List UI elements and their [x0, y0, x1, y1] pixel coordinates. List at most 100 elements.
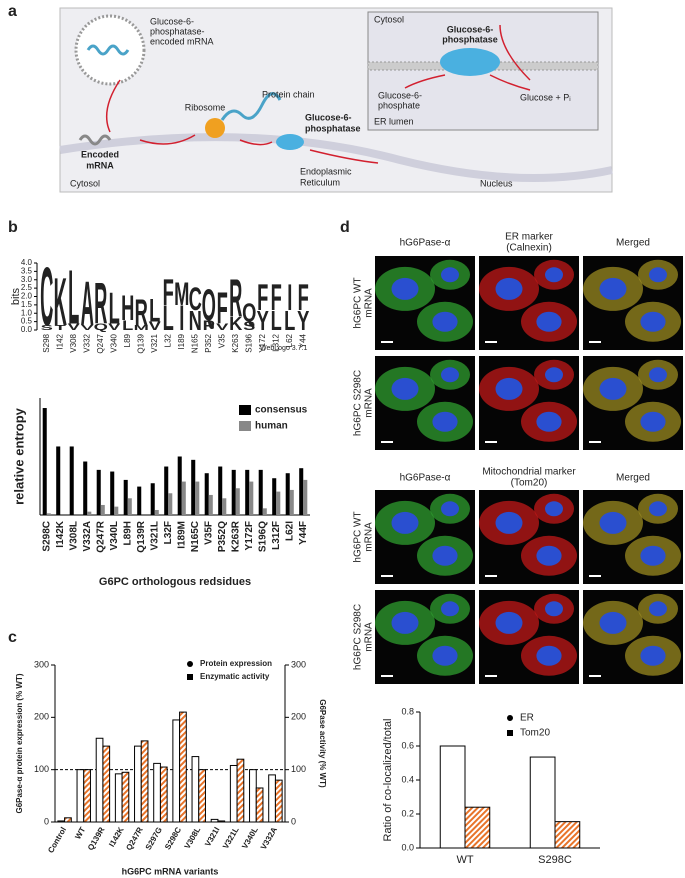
- x-tick-label: S297G: [144, 826, 164, 852]
- legend-marker: [187, 661, 193, 667]
- nucleus: [649, 367, 667, 383]
- y2-tick-label: 100: [291, 764, 306, 774]
- bar: [153, 762, 161, 823]
- x-tick-label: L32: [163, 333, 172, 347]
- logo-letter: F: [271, 277, 282, 319]
- nucleus: [432, 645, 458, 666]
- x-tick-label: V321L: [221, 825, 241, 850]
- nucleus: [545, 501, 563, 517]
- legend-marker: [239, 405, 251, 415]
- x-tick-label: S298C: [41, 521, 52, 552]
- bar: [439, 745, 466, 849]
- y-tick-label: 1.5: [21, 300, 33, 309]
- logo-letter: F: [217, 284, 228, 334]
- nucleus: [441, 501, 459, 517]
- x-tick-label: V321L: [149, 521, 160, 550]
- diagram-label: Reticulum: [300, 177, 340, 187]
- ribosome: [205, 118, 225, 138]
- nucleus: [495, 277, 523, 300]
- y-tick-label: 0.2: [401, 808, 414, 818]
- nucleus: [599, 377, 627, 400]
- logo-letter: L: [68, 253, 79, 340]
- logo-letter: L: [122, 318, 133, 333]
- bar: [140, 740, 149, 823]
- nucleus: [495, 377, 523, 400]
- nucleus: [599, 611, 627, 634]
- bar: [69, 446, 74, 515]
- column-header: hG6Pase-α: [400, 238, 451, 249]
- x-tick-label: L89H: [122, 521, 133, 545]
- legend-marker: [507, 730, 513, 736]
- x-tick-label: I142: [55, 333, 64, 349]
- column-header: ER marker: [505, 232, 553, 243]
- bar: [154, 509, 159, 515]
- y-axis-label: bits: [10, 287, 22, 305]
- logo-letter: R: [229, 270, 242, 329]
- bar: [102, 745, 111, 823]
- bar: [57, 820, 66, 823]
- row-label: hG6PC S298C: [353, 604, 364, 670]
- panel-a: a Glucose-6- phosphatase- encoded mRNA E…: [8, 3, 613, 193]
- panel-label: d: [340, 219, 350, 236]
- diagram-label: Glucose-6-: [378, 90, 422, 100]
- nucleus: [441, 367, 459, 383]
- nucleus: [536, 545, 562, 566]
- bar: [159, 766, 168, 823]
- bar: [95, 737, 104, 823]
- y-tick-label: 0.0: [401, 842, 414, 852]
- legend-label: Enzymatic activity: [200, 672, 270, 681]
- bar: [249, 481, 254, 515]
- bar: [168, 493, 173, 515]
- x-tick-label: V332A: [82, 521, 93, 552]
- bar: [235, 488, 240, 515]
- bar: [76, 769, 85, 823]
- bar: [177, 456, 182, 515]
- bar: [285, 473, 290, 515]
- bar: [303, 479, 308, 515]
- panel-label: a: [8, 3, 17, 20]
- protein-chain: [220, 92, 282, 121]
- diagram-label: phosphate: [378, 100, 420, 110]
- bar: [198, 769, 206, 823]
- nucleus: [545, 267, 563, 283]
- logo-letter: L: [149, 292, 160, 329]
- logo-letter: V: [149, 320, 162, 333]
- x-tick-label: Y44F: [298, 521, 309, 545]
- y-tick-label: 0: [44, 816, 49, 826]
- bar: [529, 756, 556, 849]
- bar: [258, 469, 263, 515]
- x-tick-label: V35: [217, 333, 226, 348]
- x-tick-label: V308L: [183, 825, 203, 850]
- logo-letter: M: [174, 275, 189, 312]
- logo-letter: N: [189, 306, 202, 337]
- nucleus: [599, 277, 627, 300]
- x-tick-label: N165: [190, 333, 199, 353]
- diagram-label: ER lumen: [374, 116, 414, 126]
- bar: [127, 498, 132, 515]
- x-tick-label: V308: [69, 333, 78, 352]
- diagram-label: Encoded: [81, 149, 119, 159]
- bar: [114, 506, 119, 515]
- y-tick-label: 2.0: [21, 292, 33, 301]
- column-header: hG6Pase-α: [400, 473, 451, 484]
- bar: [222, 498, 227, 515]
- bar: [236, 758, 245, 823]
- bar: [150, 483, 155, 515]
- logo-letter: R: [135, 292, 148, 334]
- y-tick-label: 1.0: [21, 308, 33, 317]
- diagram-label: phosphatase: [305, 123, 361, 133]
- y-axis-label: Ratio of co-localized/total: [382, 719, 394, 842]
- y-axis-label: G6Pase-α protein expression (% WT): [15, 673, 24, 813]
- bar: [210, 818, 219, 823]
- x-tick-label: Y44: [298, 333, 307, 348]
- diagram-label: Ribosome: [185, 102, 226, 112]
- nucleus: [640, 545, 666, 566]
- bar: [464, 806, 491, 849]
- logo-letter: T: [55, 323, 67, 331]
- logo-letter: K: [229, 313, 243, 334]
- column-header: (Tom20): [511, 478, 548, 489]
- y2-tick-label: 300: [291, 659, 306, 669]
- bar: [46, 513, 51, 515]
- bar: [83, 769, 91, 823]
- legend-marker: [507, 715, 513, 721]
